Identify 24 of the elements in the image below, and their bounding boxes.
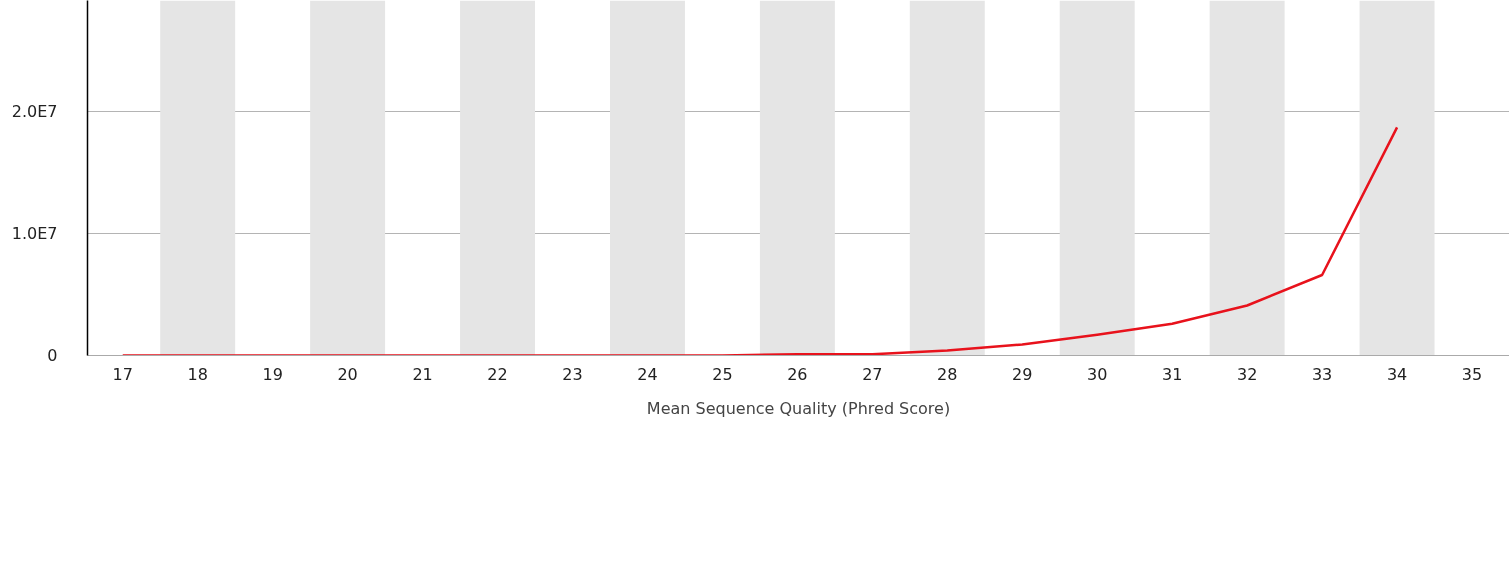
y-tick-label: 1.0E7 <box>11 224 58 244</box>
x-tick-label: 18 <box>187 364 208 384</box>
x-tick-label: 34 <box>1386 364 1408 384</box>
line-series <box>121 126 1399 356</box>
y-tick-label: 0 <box>47 346 58 365</box>
x-tick-label: 19 <box>262 364 283 384</box>
x-tick-label: 30 <box>1087 364 1108 384</box>
x-tick-label: 20 <box>337 364 358 384</box>
x-tick-label: 33 <box>1311 364 1333 384</box>
x-tick-label: 26 <box>787 364 808 384</box>
x-tick-label: 23 <box>562 364 583 384</box>
x-tick-label: 35 <box>1461 364 1483 384</box>
x-tick-label: 22 <box>487 364 508 384</box>
x-tick-label: 25 <box>712 364 733 384</box>
x-tick-label: 31 <box>1162 364 1183 384</box>
x-tick-label: 28 <box>937 364 958 384</box>
x-tick-label: 17 <box>112 364 133 384</box>
x-tick-label: 27 <box>862 364 883 384</box>
x-axis-title: Mean Sequence Quality (Phred Score) <box>646 398 951 418</box>
x-tick-label: 24 <box>637 364 658 384</box>
x-tick-label: 29 <box>1012 364 1033 384</box>
x-tick-label: 32 <box>1236 364 1258 384</box>
x-tick-label: 21 <box>412 364 433 384</box>
y-tick-label: 2.0E7 <box>11 102 58 122</box>
